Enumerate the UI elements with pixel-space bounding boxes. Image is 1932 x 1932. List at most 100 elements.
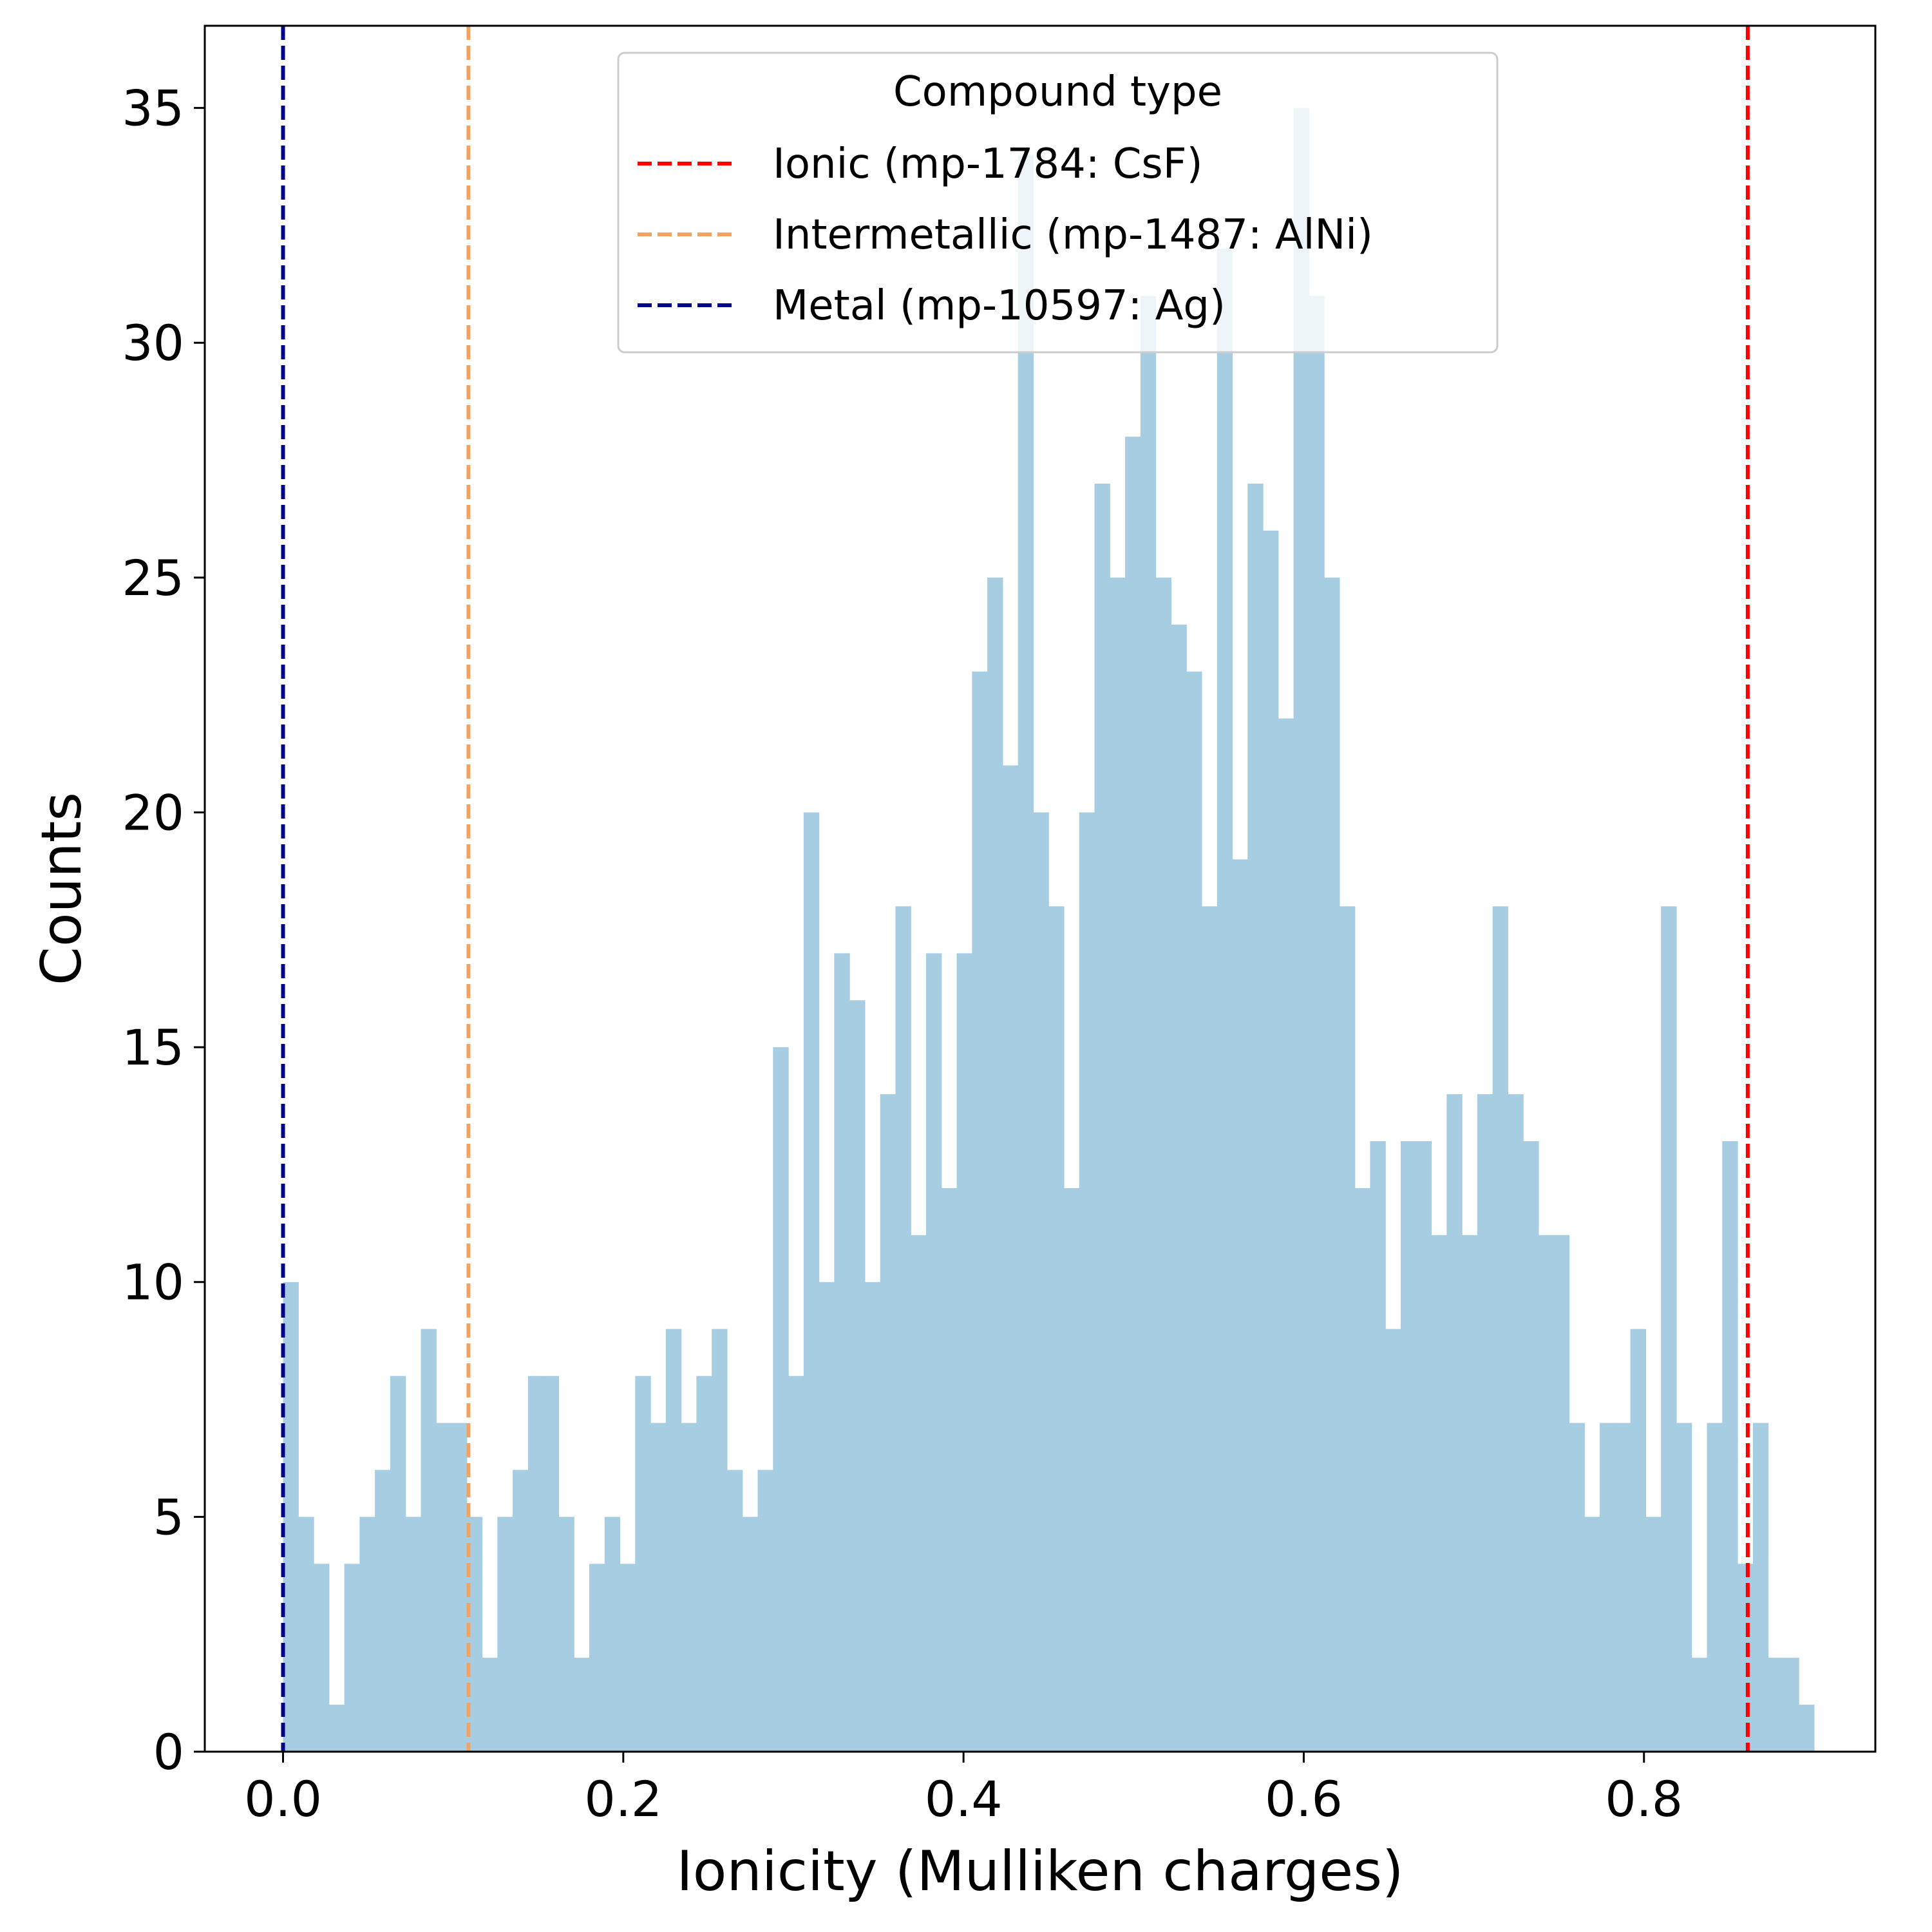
histogram-bar	[1079, 812, 1095, 1752]
legend-title: Compound type	[893, 68, 1222, 116]
y-tick-label: 10	[122, 1254, 184, 1311]
histogram-bar	[1722, 1141, 1738, 1752]
histogram-bar	[1155, 577, 1171, 1752]
histogram-bar	[742, 1517, 759, 1752]
x-tick-label: 0.6	[1265, 1770, 1343, 1828]
histogram-bar	[1615, 1423, 1631, 1752]
histogram-bar	[375, 1470, 391, 1752]
y-tick-label: 15	[122, 1019, 184, 1076]
histogram-bar	[1768, 1658, 1784, 1752]
histogram-bar	[1171, 624, 1187, 1752]
histogram-bar	[773, 1047, 789, 1752]
y-tick-label: 25	[122, 549, 184, 607]
histogram-bar	[635, 1376, 651, 1752]
histogram-bar	[620, 1564, 636, 1752]
histogram-bar	[451, 1423, 468, 1752]
histogram-bar	[314, 1564, 330, 1752]
histogram-bar	[436, 1423, 452, 1752]
histogram-bar	[558, 1517, 574, 1752]
histogram-bar	[1002, 765, 1019, 1752]
histogram-bar	[1401, 1141, 1417, 1752]
histogram-bar	[589, 1564, 605, 1752]
histogram-bar	[895, 906, 911, 1752]
legend-entry-label: Ionic (mp-1784: CsF)	[773, 140, 1203, 188]
histogram-bar	[1600, 1423, 1616, 1752]
histogram-bar	[1676, 1423, 1692, 1752]
histogram-bar	[1354, 1188, 1371, 1752]
histogram-bar	[1477, 1094, 1493, 1752]
x-tick-label: 0.8	[1605, 1770, 1683, 1828]
histogram-bar	[1799, 1705, 1815, 1752]
histogram-bar	[757, 1470, 773, 1752]
histogram-bar	[1553, 1235, 1570, 1752]
histogram-bar	[1018, 155, 1034, 1752]
histogram-bar	[1217, 249, 1233, 1752]
histogram-bar	[1691, 1658, 1708, 1752]
legend: Compound type Ionic (mp-1784: CsF) Interm…	[617, 52, 1499, 354]
histogram-bar	[1110, 577, 1126, 1752]
histogram-bar	[359, 1517, 375, 1752]
histogram-bar	[1293, 108, 1309, 1752]
legend-entry-label: Metal (mp-10597: Ag)	[773, 282, 1226, 330]
y-tick-label: 5	[153, 1488, 184, 1546]
y-axis-label: Counts	[30, 792, 94, 985]
histogram-bar	[1140, 296, 1157, 1752]
histogram-bar	[1063, 1188, 1080, 1752]
histogram-bar	[911, 1235, 927, 1752]
legend-box	[617, 52, 1499, 354]
histogram-bar	[1523, 1141, 1539, 1752]
legend-entry-label: Intermetallic (mp-1487: AlNi)	[773, 211, 1373, 259]
histogram-bar	[880, 1094, 896, 1752]
y-tick-label: 20	[122, 784, 184, 841]
histogram-bar	[1584, 1517, 1600, 1752]
x-axis-label: Ionicity (Mulliken charges)	[676, 1839, 1403, 1904]
histogram-bar	[941, 1188, 958, 1752]
histogram-bar	[1370, 1141, 1386, 1752]
histogram-bar	[1783, 1658, 1799, 1752]
histogram-bar	[527, 1376, 544, 1752]
histogram-bar	[1232, 859, 1248, 1752]
histogram-bar	[1462, 1235, 1478, 1752]
histogram-bar	[1446, 1094, 1463, 1752]
y-axis-ticks: 0 5 10 15 20 25 30 35	[122, 80, 205, 1781]
histogram-bar	[926, 953, 942, 1752]
histogram-bar	[803, 812, 820, 1752]
histogram-bar	[1125, 437, 1141, 1752]
histogram-bar	[543, 1376, 560, 1752]
histogram-bar	[864, 1282, 881, 1752]
x-axis-ticks: 0.0 0.2 0.4 0.6 0.8	[244, 1752, 1683, 1828]
histogram-bar	[604, 1517, 621, 1752]
histogram-bar	[1201, 906, 1218, 1752]
histogram-bar	[788, 1376, 804, 1752]
histogram-bar	[1324, 577, 1340, 1752]
histogram-bar	[681, 1423, 697, 1752]
histogram-bar	[1569, 1423, 1585, 1752]
histogram-bar	[1416, 1141, 1432, 1752]
x-tick-label: 0.0	[244, 1770, 322, 1828]
histogram-bar	[1033, 812, 1049, 1752]
histogram-bars	[283, 108, 1815, 1752]
histogram-bar	[497, 1517, 513, 1752]
histogram-bar	[1738, 1564, 1754, 1752]
histogram-bar	[513, 1470, 529, 1752]
histogram-bar	[849, 1000, 866, 1752]
histogram-bar	[972, 671, 988, 1752]
histogram-bar	[1492, 906, 1509, 1752]
histogram-bar	[1538, 1235, 1555, 1752]
histogram-bar	[956, 953, 972, 1752]
histogram-bar	[987, 577, 1003, 1752]
histogram-bar	[1508, 1094, 1524, 1752]
histogram-bar	[421, 1329, 437, 1752]
histogram-bar	[1752, 1423, 1769, 1752]
y-tick-label: 30	[122, 314, 184, 372]
histogram-bar	[665, 1329, 682, 1752]
histogram-bar	[650, 1423, 667, 1752]
histogram-bar	[1309, 296, 1325, 1752]
histogram-bar	[1661, 906, 1677, 1752]
x-tick-label: 0.2	[584, 1770, 662, 1828]
histogram-bar	[283, 1282, 299, 1752]
histogram-bar	[1707, 1423, 1723, 1752]
histogram-bar	[819, 1282, 835, 1752]
histogram-bar	[1630, 1329, 1646, 1752]
legend-entries: Ionic (mp-1784: CsF) Intermetallic (mp-14…	[638, 140, 1373, 330]
